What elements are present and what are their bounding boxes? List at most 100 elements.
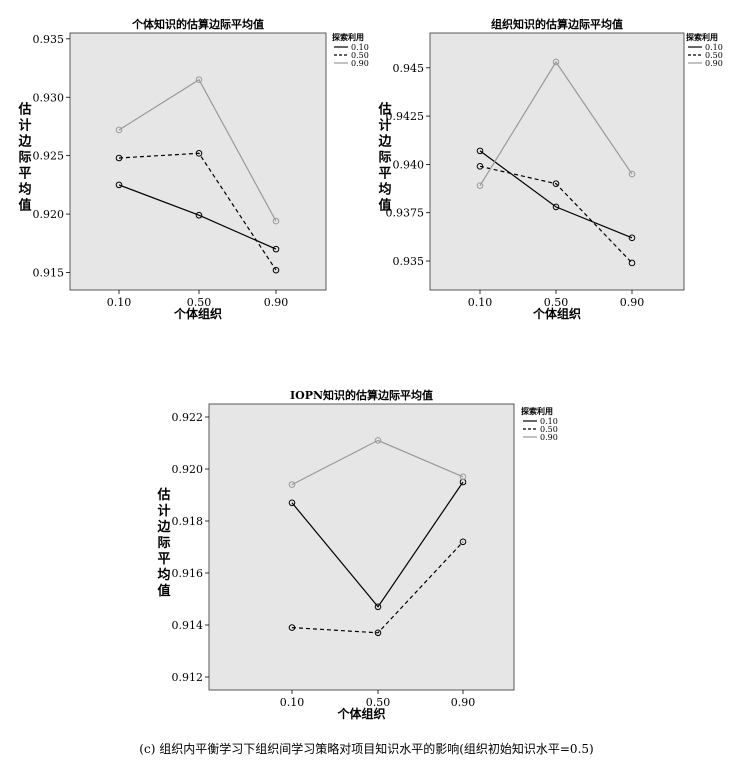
y-axis-label-char: 值 [378,198,391,214]
legend-label: 0.10 [705,43,723,52]
figure-caption: (c) 组织内平衡学习下组织间学习策略对项目知识水平的影响(组织初始知识水平=0… [139,742,594,756]
y-tick-label: 0.940 [393,158,425,171]
series-line-0.90 [118,78,277,222]
series-line-0.50 [118,152,277,271]
y-tick-label: 0.912 [172,671,204,684]
x-tick-label: 0.50 [366,696,391,709]
x-tick-label: 0.90 [620,296,645,309]
legend-title: 探索利用 [332,32,364,42]
data-point [374,603,382,611]
legend-label: 0.10 [351,43,369,52]
y-axis-label-char: 计 [18,118,31,134]
y-axis-label-char: 平 [18,167,31,182]
x-axis-label: 个体组织 [336,706,385,721]
data-point [374,437,382,444]
y-axis-label-char: 平 [378,167,391,182]
plot-area [69,32,327,291]
y-axis-label-char: 计 [378,118,391,134]
chart-1: 个体知识的估算边际平均值 0.915 0.920 0.925 0.930 0.935 0.1… [17,17,368,321]
data-point [476,182,484,189]
x-axis-label: 个体组织 [173,306,222,321]
data-point [195,150,203,157]
data-point [628,170,636,178]
legend-label: 0.50 [351,51,369,60]
y-axis-label-char: 际 [18,151,31,166]
data-point [552,180,560,188]
chart-title: 组织知识的估算边际平均值 [491,17,623,31]
chart-2: 组织知识的估算边际平均值 0.935 0.9375 0.940 0.9425 0.945 0… [377,17,722,321]
series-line-0.90 [479,60,633,187]
series-line-0.90 [291,439,464,486]
y-axis-label-char: 际 [378,151,391,166]
y-axis-label-char: 边 [17,135,32,150]
x-tick-label: 0.90 [451,696,476,709]
chart-title: IOPN知识的估算边际平均值 [290,388,433,402]
x-tick-label: 0.10 [107,296,132,309]
data-point [115,181,123,189]
legend-label: 0.90 [705,59,723,68]
series-line-0.10 [291,481,464,608]
y-axis-label-char: 际 [157,536,170,551]
plot-area [429,32,685,291]
y-axis-label-char: 边 [377,135,392,150]
x-tick-label: 0.10 [468,296,493,309]
series-line-0.10 [118,184,277,250]
series-line-0.50 [479,165,633,264]
x-tick-label: 0.90 [264,296,289,309]
series-line-0.50 [291,541,464,634]
y-axis-label-char: 边 [156,520,171,535]
y-tick-label: 0.935 [33,33,65,46]
data-point [288,499,296,507]
data-point [459,473,467,481]
y-tick-label: 0.918 [172,515,204,528]
x-tick-label: 0.50 [187,296,212,309]
legend-label: 0.90 [351,59,369,68]
y-axis-label-char: 估 [156,487,170,503]
y-tick-label: 0.920 [33,208,65,221]
y-tick-label: 0.9425 [386,110,425,123]
legend-label: 0.90 [540,433,558,442]
y-axis-label-char: 均 [18,182,31,198]
data-point [552,203,560,211]
data-point [288,481,296,488]
x-axis-label: 个体组织 [532,306,581,321]
y-axis-label-char: 估 [17,102,31,118]
data-point [628,234,636,242]
y-tick-label: 0.916 [172,567,204,580]
y-tick-label: 0.922 [172,411,204,424]
data-point [476,147,484,155]
data-point [272,217,280,225]
y-tick-label: 0.925 [33,150,65,163]
data-point [195,211,203,219]
y-axis-label-char: 均 [157,567,170,583]
data-point [459,538,467,546]
y-axis-label-char: 平 [157,552,170,567]
legend-title: 探索利用 [521,406,553,416]
legend-title: 探索利用 [686,32,718,42]
data-point [288,624,296,631]
data-point [552,58,560,66]
y-axis-label-char: 值 [157,583,170,599]
data-point [272,266,280,274]
legend-label: 0.50 [540,425,558,434]
data-point [628,259,636,267]
data-point [272,245,280,253]
y-axis-label: 估计边际平均值 [156,487,171,599]
series-line-0.10 [479,150,633,239]
y-axis-label-char: 均 [378,182,391,198]
data-point [195,76,203,84]
data-point [374,629,382,637]
y-tick-label: 0.914 [172,619,204,632]
chart-3: IOPN知识的估算边际平均值 0.912 0.914 0.916 0.918 0.920 0… [156,388,557,721]
data-point [115,154,123,162]
y-axis-label: 估计边际平均值 [377,102,392,214]
y-tick-label: 0.930 [33,91,65,104]
y-axis-label: 估计边际平均值 [17,102,32,214]
x-tick-label: 0.10 [280,696,305,709]
y-tick-label: 0.9375 [386,207,425,220]
y-tick-label: 0.945 [393,62,425,75]
y-axis-label-char: 估 [377,102,391,118]
data-point [476,163,484,170]
